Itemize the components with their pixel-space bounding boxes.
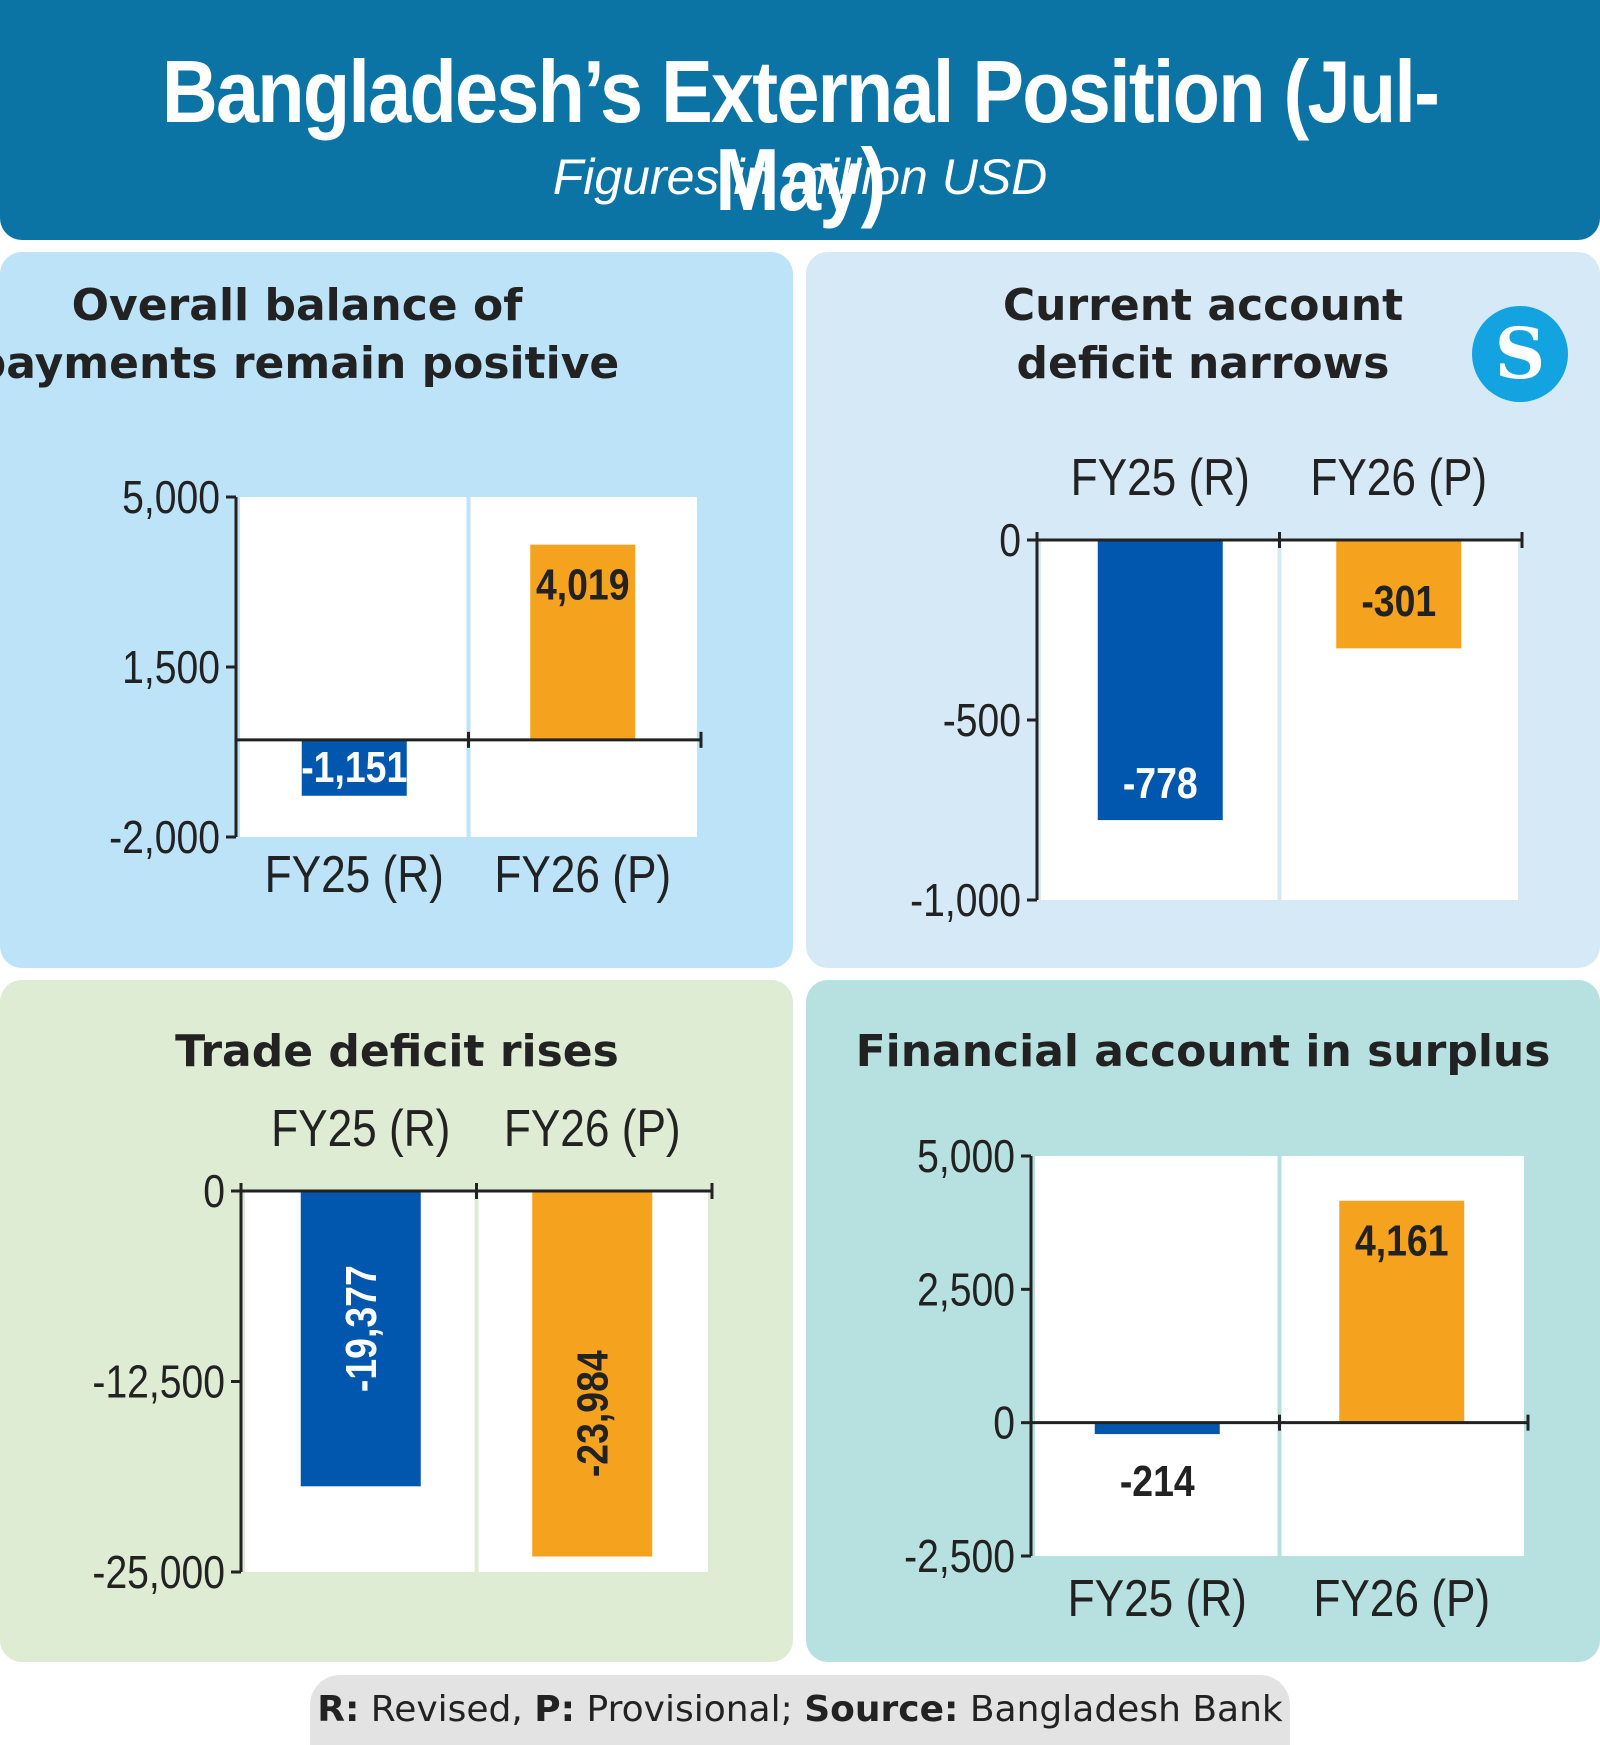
page-title: Bangladesh’s External Position (Jul-May) — [161, 42, 1440, 229]
bar-fy25-r- — [1097, 540, 1223, 821]
y-tick-label: -500 — [943, 695, 1021, 747]
footer-source-key: Source: — [804, 1689, 959, 1730]
bar-value-label: -23,984 — [567, 1350, 617, 1477]
category-label: FY26 (P) — [504, 1100, 681, 1158]
category-label: FY25 (R) — [265, 846, 444, 904]
category-label: FY25 (R) — [1071, 449, 1250, 507]
bar-fy25-r- — [300, 1191, 421, 1487]
bar-fy25-r- — [1094, 1422, 1220, 1435]
y-tick-label: -2,500 — [904, 1531, 1015, 1583]
y-tick-label: -12,500 — [92, 1357, 225, 1409]
y-tick-label: 1,500 — [122, 642, 220, 694]
bar-value-label: -19,377 — [336, 1265, 386, 1392]
bar-value-label: -214 — [1120, 1456, 1195, 1506]
bar-fy26-p- — [532, 1191, 653, 1557]
chart-title-line: Current account — [1003, 280, 1403, 331]
chart-title-line: payments remain positive — [0, 338, 619, 389]
footer-r-key: R: — [317, 1689, 360, 1730]
logo-letter: S — [1494, 312, 1546, 395]
chart-financial-account: Financial account in surplus 5,000 2,500 0 -… — [856, 1026, 1551, 1628]
category-label: FY25 (R) — [271, 1100, 450, 1158]
chart-title-line: Financial account in surplus — [856, 1026, 1551, 1077]
chart-title-line: Overall balance of — [72, 280, 524, 331]
bar-value-label: 4,161 — [1355, 1216, 1449, 1266]
footer-p-key: P: — [534, 1689, 576, 1730]
bar-value-label: 4,019 — [536, 560, 630, 610]
y-tick-label: -1,000 — [910, 875, 1021, 927]
plot-column-background — [1035, 1156, 1278, 1556]
y-tick-label: -25,000 — [92, 1547, 225, 1599]
category-label: FY26 (P) — [1310, 449, 1487, 507]
chart-title-line: Trade deficit rises — [175, 1026, 619, 1077]
page-subtitle: Figures in million USD — [552, 149, 1048, 205]
category-label: FY26 (P) — [494, 846, 671, 904]
y-tick-label: 0 — [993, 1398, 1015, 1450]
footer-p-text: Provisional; — [575, 1689, 805, 1730]
bar-fy26-p- — [530, 544, 636, 740]
panel-financial-account: Financial account in surplus 5,000 2,500 0 -… — [806, 980, 1600, 1662]
panel-trade-deficit: Trade deficit rises 0 -12,500 -25,000 FY25 (… — [0, 980, 793, 1662]
panel-overall-balance: Overall balance of payments remain positi… — [0, 252, 793, 968]
y-tick-label: 5,000 — [122, 472, 220, 524]
footer-r-text: Revised, — [359, 1689, 535, 1730]
panel-current-account: Current account deficit narrows 0 -500 -1,00… — [806, 252, 1600, 968]
chart-overall-balance: Overall balance of payments remain positi… — [0, 280, 703, 904]
footer-source-text: Bangladesh Bank — [958, 1689, 1283, 1730]
category-label: FY26 (P) — [1313, 1570, 1490, 1628]
bar-fy26-p- — [1336, 540, 1462, 649]
y-tick-label: 2,500 — [917, 1264, 1015, 1316]
y-tick-label: 5,000 — [917, 1131, 1015, 1183]
y-tick-label: -2,000 — [109, 812, 220, 864]
bar-fy25-r- — [301, 739, 407, 796]
bar-value-label: -1,151 — [301, 742, 407, 792]
footer-note: R: Revised, P: Provisional; Source: Bang… — [310, 1675, 1290, 1745]
y-tick-label: 0 — [203, 1166, 225, 1218]
bar-value-label: -778 — [1123, 758, 1198, 808]
star-logo-icon: S — [1472, 306, 1568, 402]
header-banner: Bangladesh’s External Position (Jul-May)… — [0, 0, 1600, 240]
y-tick-label: 0 — [999, 515, 1021, 567]
category-label: FY25 (R) — [1068, 1570, 1247, 1628]
bar-fy26-p- — [1339, 1200, 1465, 1423]
chart-title-line: deficit narrows — [1017, 338, 1390, 389]
chart-current-account: Current account deficit narrows 0 -500 -1,00… — [910, 280, 1524, 927]
bar-value-label: -301 — [1361, 576, 1436, 626]
chart-trade-deficit: Trade deficit rises 0 -12,500 -25,000 FY25 (… — [92, 1026, 714, 1599]
